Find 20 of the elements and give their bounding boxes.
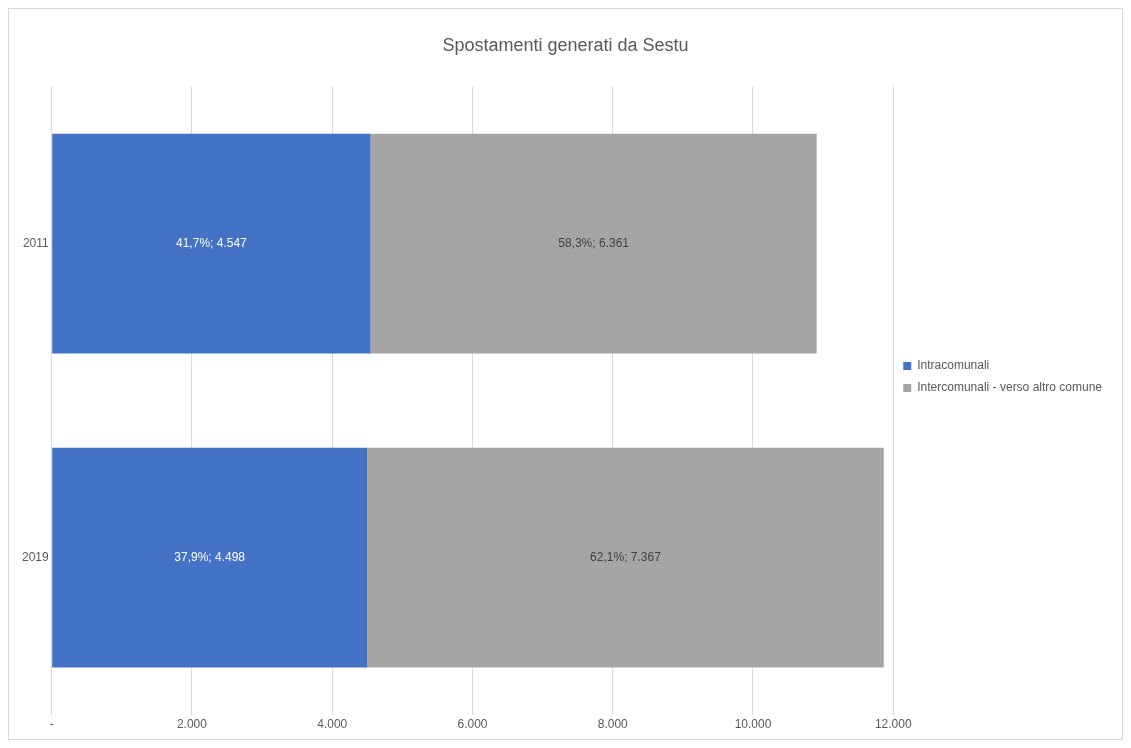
x-tick-label: 6.000 [457,717,488,732]
legend-label: Intercomunali - verso altro comune [917,380,1103,395]
data-label: 62,1%; 7.367 [590,549,662,564]
x-tick-label: 10.000 [734,717,772,732]
x-tick-label: 2.000 [176,717,208,732]
data-label: 41,7%; 4.547 [176,235,248,250]
chart-title: Spostamenti generati da Sestu [442,34,689,55]
bar [52,447,368,668]
bar [367,447,884,668]
y-tick-label: 2011 [22,235,50,250]
data-label: 58,3%; 6.361 [558,235,630,250]
x-tick-label: 12.000 [874,717,912,732]
x-tick-label: - [49,717,54,732]
bar [370,133,817,354]
data-label: 37,9%; 4.498 [174,549,246,564]
bar [52,133,371,354]
y-tick-label: 2019 [21,549,50,564]
legend-label: Intracomunali [917,358,990,373]
x-tick-label: 8.000 [597,717,629,732]
x-tick-label: 4.000 [317,717,348,732]
